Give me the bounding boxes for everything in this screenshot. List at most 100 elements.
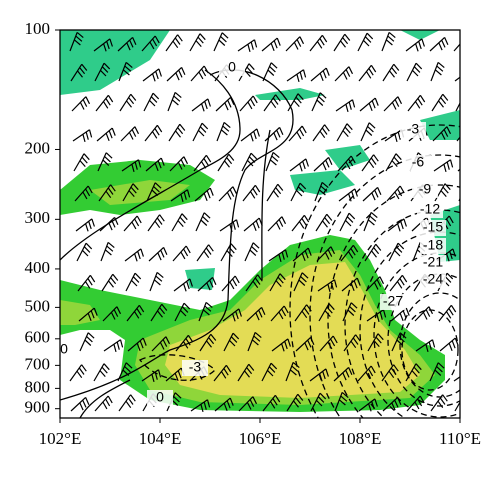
wind-barb [430, 394, 448, 412]
wind-barb [387, 218, 407, 232]
wind-barb [121, 159, 142, 173]
wind-barb [119, 93, 137, 112]
contour-label-bg [405, 155, 431, 171]
wind-barb [93, 363, 110, 382]
wind-barb [74, 185, 93, 202]
wind-barb [141, 369, 162, 383]
wind-barb [287, 93, 304, 112]
wind-barb [381, 31, 396, 52]
wind-barb [100, 241, 115, 262]
wind-barb [388, 242, 405, 262]
wind-barb [73, 153, 90, 172]
wind-barb [359, 97, 379, 112]
wind-barb [69, 364, 87, 382]
wind-barb [358, 64, 377, 82]
wind-barb [219, 219, 240, 233]
contour-label: -15 [423, 219, 443, 235]
wind-barb [246, 306, 266, 322]
wind-barb [319, 335, 338, 352]
wind-barb [217, 153, 235, 172]
wind-barb [70, 396, 90, 412]
wind-barb [75, 218, 95, 232]
wind-barb [405, 363, 422, 382]
wind-barb [342, 302, 358, 322]
wind-barb [239, 95, 258, 112]
wind-barb [363, 211, 378, 232]
wind-barb [433, 159, 454, 173]
contour-label: 0 [156, 389, 164, 405]
wind-barb [286, 69, 307, 83]
wind-barb [199, 333, 217, 352]
wind-barb [238, 396, 258, 412]
contour-label: -9 [419, 181, 432, 197]
wind-barb [309, 34, 328, 52]
contour-label-bg [219, 60, 245, 76]
wind-barb [338, 188, 358, 202]
contour-labels: 0 -3 -6 -9 -12 -15 -18-21-24 -27 -3 0 0 [51, 59, 446, 406]
wind-barb [72, 129, 93, 143]
wind-barb [266, 183, 284, 202]
wind-barb [213, 32, 229, 52]
wind-barb [339, 212, 356, 232]
wind-barb [241, 152, 258, 172]
wind-barb [464, 337, 482, 351]
wind-barb [458, 197, 460, 202]
wind-barb [69, 31, 84, 52]
contour-label: -27 [383, 293, 403, 309]
y-tick-label: 600 [25, 328, 51, 347]
wind-barb [71, 96, 91, 112]
wind-barb [286, 393, 304, 412]
wind-barb [120, 126, 140, 142]
wind-barb [244, 242, 260, 262]
wind-barb [267, 216, 287, 232]
wind-barb [77, 274, 96, 292]
wind-barb [263, 94, 281, 112]
wind-barb [222, 308, 242, 322]
wind-barb [216, 121, 231, 142]
wind-barb [147, 214, 165, 232]
wind-barb [173, 278, 193, 292]
wind-barb [415, 339, 436, 353]
wind-barb [261, 37, 281, 52]
wind-barb [341, 277, 361, 292]
wind-barb [457, 168, 460, 172]
wind-barb [430, 61, 445, 82]
wind-barb [407, 94, 426, 112]
wind-barb [78, 307, 98, 322]
wind-barb [262, 394, 281, 412]
wind-barb [118, 394, 136, 412]
wind-barb [382, 63, 400, 82]
wind-barb [436, 248, 456, 262]
wind-barb [194, 187, 214, 202]
wind-barb [261, 362, 278, 382]
wind-barb [76, 242, 93, 262]
wind-barb [312, 124, 330, 142]
x-tick-label: 102°E [39, 429, 82, 448]
wind-barb [218, 186, 238, 202]
wind-barb [288, 125, 307, 142]
wind-barb [221, 275, 240, 292]
wind-barb [213, 364, 232, 382]
wind-barb [237, 39, 258, 53]
wind-barb [310, 67, 330, 82]
wind-barb [364, 243, 382, 262]
wind-barb [143, 92, 160, 112]
y-tick-label: 900 [25, 398, 51, 417]
wind-barb [215, 96, 235, 112]
contour-label: -21 [423, 254, 443, 270]
wind-barb [382, 396, 402, 412]
wind-barb [290, 182, 307, 202]
wind-barb [429, 36, 449, 52]
contour-label-bg [412, 182, 438, 198]
x-tick-label: 110°E [439, 429, 481, 448]
wind-barb [438, 304, 457, 322]
wind-barb [358, 398, 378, 412]
wind-barb [335, 99, 356, 113]
wind-barb [98, 184, 116, 202]
contour-label-bg [420, 272, 446, 288]
wind-barb [264, 126, 284, 142]
wind-barb [311, 92, 327, 112]
wind-barb [168, 123, 186, 142]
wind-barb [190, 399, 211, 413]
